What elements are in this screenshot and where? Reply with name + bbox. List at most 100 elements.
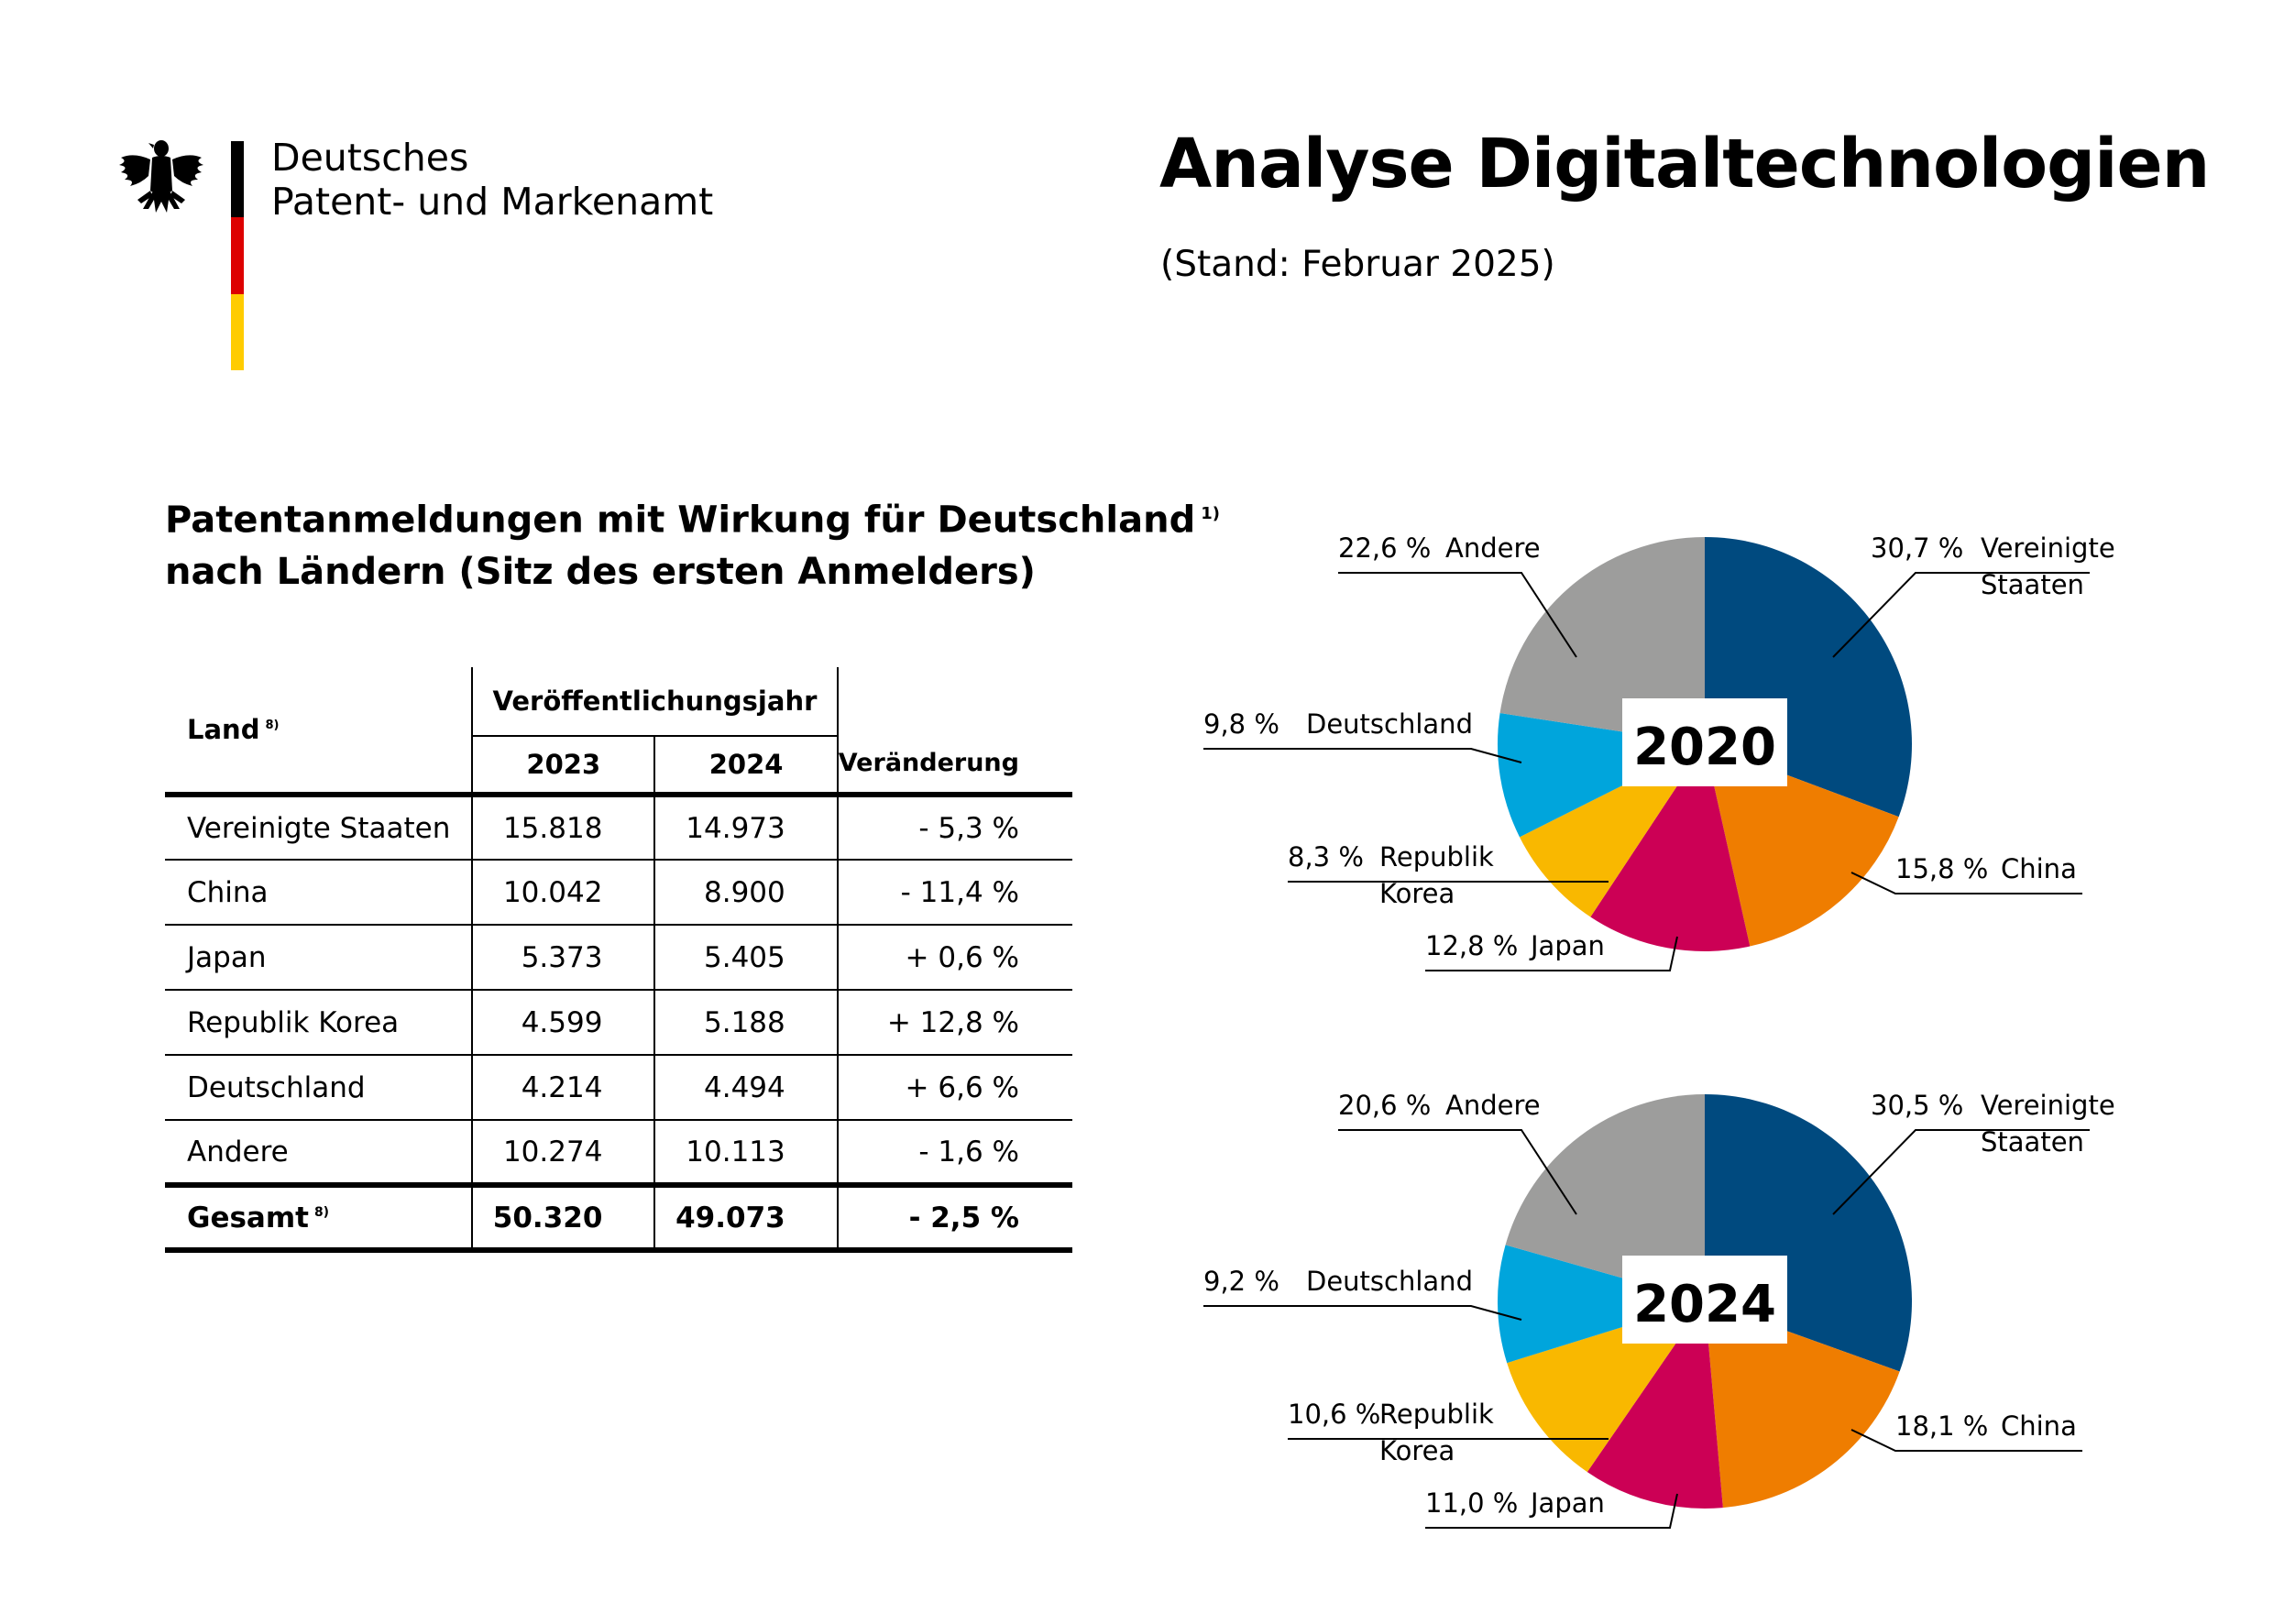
slice-category-label: Andere [1445, 532, 1541, 564]
footnote-marker: 8) [313, 1205, 330, 1221]
year-label: 2020 [1633, 718, 1776, 777]
pie-slice [1705, 744, 1899, 947]
table-row: Republik Korea 4.599 5.188 + 12,8 % [165, 990, 1072, 1056]
slice-category-label: Deutschland [1306, 708, 1473, 740]
slice-category-label: Staaten [1981, 1126, 2084, 1158]
cell-land: Deutschland [165, 1055, 473, 1121]
table-row: Vereinigte Staaten 15.818 14.973 - 5,3 % [165, 792, 1072, 861]
slice-category-label: Japan [1529, 1487, 1605, 1519]
column-header-group: Veröffentlichungsjahr [471, 667, 838, 737]
pie-slice [1590, 744, 1751, 951]
cell-2024: 4.494 [653, 1055, 838, 1121]
slice-category-label: China [2001, 1410, 2077, 1442]
column-header-2023: 2023 [471, 736, 655, 795]
leader-line [1832, 1129, 2090, 1215]
slice-percent-label: 10,6 % [1288, 1399, 1380, 1430]
cell-change: + 12,8 % [836, 990, 1072, 1056]
german-flag-bar [231, 141, 244, 371]
slice-category-label: Korea [1379, 1435, 1455, 1466]
cell-2024: 14.973 [653, 792, 838, 861]
cell-2023: 4.214 [471, 1055, 655, 1121]
cell-2024: 5.188 [653, 990, 838, 1056]
slice-category-label: Vereinigte [1981, 532, 2115, 564]
slice-percent-label: 20,6 % [1338, 1090, 1431, 1121]
table-row: Andere 10.274 10.113 - 1,6 % [165, 1120, 1072, 1185]
leader-line [1425, 1493, 1678, 1529]
year-label: 2024 [1633, 1275, 1776, 1334]
leader-line [1338, 572, 1577, 658]
slice-percent-label: 8,3 % [1288, 841, 1364, 872]
leader-line [1850, 1429, 2082, 1452]
flag-red [231, 217, 244, 294]
slice-category-label: Republik [1379, 1399, 1494, 1430]
cell-2024: 5.405 [653, 925, 838, 991]
cell-2023: 10.042 [471, 860, 655, 926]
slice-category-label: Deutschland [1306, 1266, 1473, 1297]
cell-land: China [165, 860, 473, 926]
slice-category-label: Vereinigte [1981, 1090, 2115, 1121]
cell-change: - 5,3 % [836, 792, 1072, 861]
pie-slice [1505, 1094, 1705, 1301]
cell-change: - 11,4 % [836, 860, 1072, 926]
cell-2024: 10.113 [653, 1120, 838, 1185]
year-label-box [1622, 698, 1787, 786]
organization-name-line1: Deutsches [271, 136, 469, 180]
cell-land: Japan [165, 925, 473, 991]
slice-percent-label: 15,8 % [1895, 853, 1988, 884]
organization-name: Deutsches Patent- und Markenamt [271, 136, 713, 224]
table-row: China 10.042 8.900 - 11,4 % [165, 860, 1072, 926]
flag-gold [231, 293, 244, 371]
slice-category-label: Staaten [1981, 569, 2084, 600]
federal-eagle-icon [119, 140, 203, 213]
pie-slice [1499, 537, 1705, 744]
page-title: Analyse Digitaltechnologien [1159, 125, 2210, 203]
column-header-2024: 2024 [653, 736, 838, 795]
slice-percent-label: 30,5 % [1871, 1090, 1963, 1121]
pie-slice [1705, 1301, 1900, 1509]
slice-percent-label: 11,0 % [1425, 1487, 1518, 1519]
footnote-marker: 8) [265, 719, 280, 733]
cell-change: - 2,5 % [836, 1182, 1072, 1253]
leader-line [1203, 1305, 1522, 1321]
slice-category-label: Republik [1379, 841, 1494, 872]
cell-2023: 15.818 [471, 792, 655, 861]
section-title-line1: Patentanmeldungen mit Wirkung für Deutsc… [165, 499, 1196, 542]
cell-land: Andere [187, 1135, 289, 1169]
slice-category-label: Japan [1529, 930, 1605, 961]
slice-percent-label: 9,8 % [1203, 708, 1279, 740]
slice-percent-label: 18,1 % [1895, 1410, 1988, 1442]
table-row: Japan 5.373 5.405 + 0,6 % [165, 925, 1072, 991]
cell-2024: 8.900 [653, 860, 838, 926]
leader-line [1832, 572, 2090, 658]
pie-slice [1587, 1301, 1723, 1509]
cell-2023: 50.320 [471, 1182, 655, 1253]
leader-line [1425, 936, 1678, 971]
flag-black [231, 141, 244, 218]
year-label-box [1622, 1256, 1787, 1344]
pie-chart-2020: 2020 30,7 % Vereinigte Staaten 15,8 % China 12… [1203, 532, 2115, 971]
slice-category-label: Andere [1445, 1090, 1541, 1121]
pie-chart-2024: 2024 30,5 % Vereinigte Staaten 18,1 % China 11… [1203, 1090, 2115, 1529]
slice-category-label: China [2001, 853, 2077, 884]
organization-name-line2: Patent- und Markenamt [271, 180, 714, 224]
cell-change: - 1,6 % [836, 1120, 1072, 1185]
cell-land: Republik Korea [165, 990, 473, 1056]
leader-line [1203, 748, 1522, 763]
section-title-line2: nach Ländern (Sitz des ersten Anmelders) [165, 551, 1036, 594]
slice-percent-label: 12,8 % [1425, 930, 1518, 961]
section-title: Patentanmeldungen mit Wirkung für Deutsc… [165, 488, 1220, 598]
column-header-change: Veränderung [836, 667, 1072, 795]
leader-line [1338, 1129, 1577, 1215]
cell-change: + 0,6 % [836, 925, 1072, 991]
column-header-land: Land 8) [187, 714, 280, 745]
leader-line [1850, 872, 2082, 894]
slice-percent-label: 30,7 % [1871, 532, 1963, 564]
cell-land: Vereinigte Staaten [165, 792, 473, 861]
table-row: Deutschland 4.214 4.494 + 6,6 % [165, 1055, 1072, 1121]
cell-2023: 5.373 [471, 925, 655, 991]
slice-category-label: Korea [1379, 878, 1455, 909]
patent-table: Land 8) Veröffentlichungsjahr Veränderung… [165, 667, 1072, 1253]
pie-slice [1507, 1301, 1705, 1473]
slice-percent-label: 9,2 % [1203, 1266, 1279, 1297]
